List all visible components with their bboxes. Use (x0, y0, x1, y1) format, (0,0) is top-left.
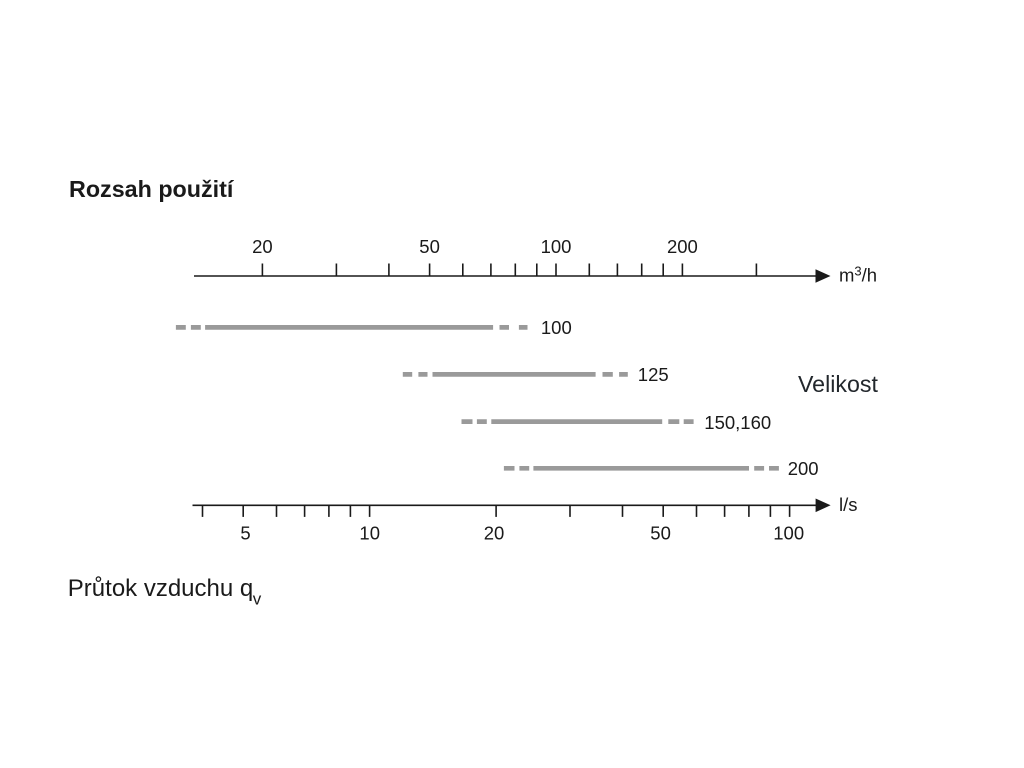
svg-text:100: 100 (541, 236, 572, 257)
svg-text:20: 20 (252, 236, 273, 257)
svg-text:100: 100 (541, 317, 572, 338)
svg-text:100: 100 (773, 523, 804, 544)
svg-text:5: 5 (240, 523, 250, 544)
svg-text:Velikost: Velikost (798, 371, 878, 397)
svg-text:l/s: l/s (839, 494, 858, 515)
svg-text:m3/h: m3/h (839, 264, 877, 286)
svg-text:50: 50 (650, 523, 671, 544)
svg-text:Rozsah použití: Rozsah použití (69, 176, 235, 202)
svg-text:200: 200 (667, 236, 698, 257)
svg-text:10: 10 (359, 523, 380, 544)
svg-text:20: 20 (484, 523, 505, 544)
svg-text:125: 125 (638, 364, 669, 385)
svg-text:150,160: 150,160 (704, 412, 771, 433)
svg-text:50: 50 (419, 236, 440, 257)
svg-text:200: 200 (788, 458, 819, 479)
